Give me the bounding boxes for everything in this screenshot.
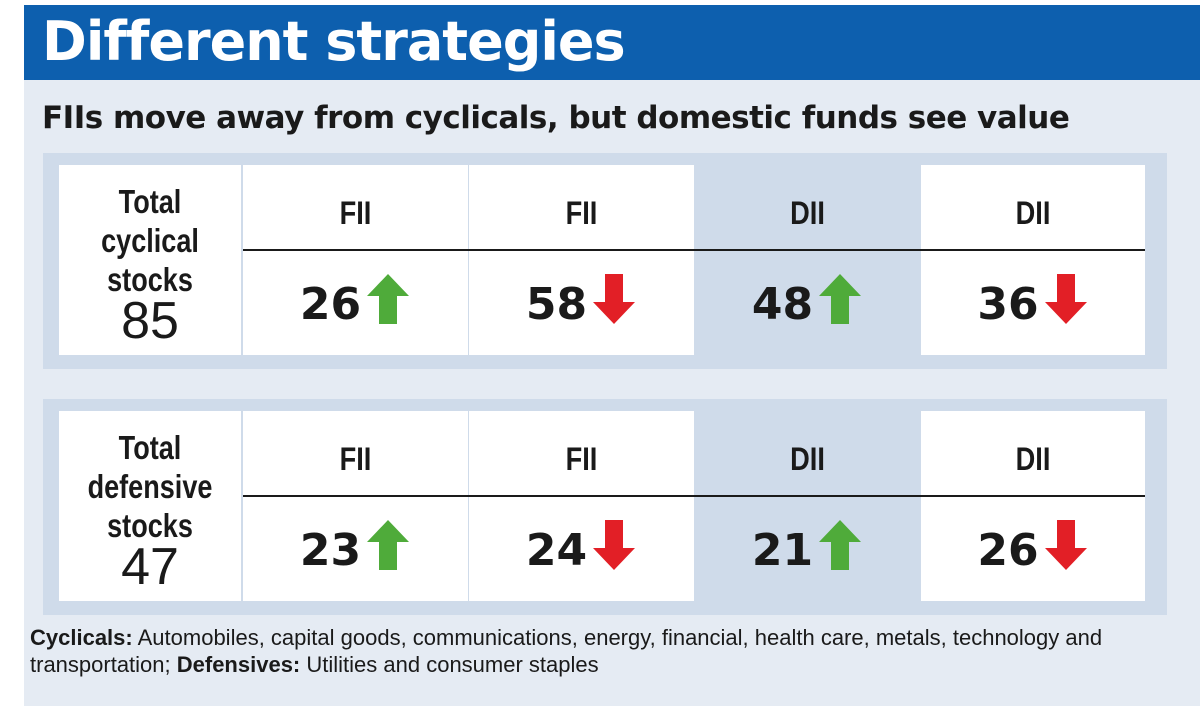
cyclical-value-cell: 58: [469, 253, 694, 355]
defensive-label-line: defensive: [87, 468, 213, 505]
cyclical-value-cell: 36: [921, 253, 1145, 355]
cyclical-value: 36: [977, 278, 1039, 330]
defensive-column-header: FII: [339, 441, 372, 477]
cyclical-column-header: DII: [1015, 195, 1051, 231]
defensive-value-cell: 24: [469, 499, 694, 601]
defensive-column-header: DII: [790, 441, 825, 477]
cyclical-label-line: cyclical: [101, 222, 199, 259]
chart-title: Different strategies: [42, 10, 626, 73]
defensive-value-cell: 23: [243, 499, 468, 601]
defensive-value: 23: [299, 524, 362, 576]
arrow-up-icon: [365, 272, 411, 337]
cyclical-value-cell: 48: [696, 253, 919, 355]
footnote: Cyclicals: Automobiles, capital goods, c…: [30, 624, 1190, 678]
cyclical-label-cell: [59, 165, 241, 355]
defensive-col-cell: [921, 411, 1145, 601]
defensive-total-value: 47: [121, 538, 179, 596]
defensive-col-cell: [696, 411, 919, 601]
cyclical-col-cell: [243, 165, 468, 355]
arrow-down-icon: [1043, 518, 1089, 583]
cyclical-column-header: FII: [339, 195, 372, 231]
cyclical-value: 26: [299, 278, 362, 330]
footnote-cyclicals-label: Cyclicals:: [30, 625, 133, 650]
defensive-value: 24: [525, 524, 588, 576]
arrow-up-icon: [365, 518, 411, 583]
defensive-value: 21: [751, 524, 814, 576]
cyclical-header-divider: [243, 249, 1145, 251]
arrow-down-icon: [591, 518, 637, 583]
cyclical-col-cell: [696, 165, 919, 355]
defensive-label-cell: [59, 411, 241, 601]
defensive-col-cell: [243, 411, 468, 601]
defensive-value: 26: [977, 524, 1039, 576]
chart-subtitle: FIIs move away from cyclicals, but domes…: [42, 100, 1070, 136]
title-banner: Different strategies: [24, 5, 1200, 80]
cyclical-value: 48: [751, 278, 814, 330]
defensive-value-cell: 21: [696, 499, 919, 601]
cyclical-column-header: DII: [790, 195, 825, 231]
footnote-defensives-text: Utilities and consumer staples: [300, 652, 599, 677]
cyclical-label-line: Total: [118, 183, 182, 220]
defensive-label-line: Total: [118, 429, 182, 466]
defensive-header-divider: [243, 495, 1145, 497]
arrow-up-icon: [817, 272, 863, 337]
footnote-cyclicals-text: Automobiles, capital goods, communicatio…: [30, 625, 1103, 677]
defensive-value-cell: 26: [921, 499, 1145, 601]
cyclical-col-cell: [921, 165, 1145, 355]
arrow-down-icon: [1043, 272, 1089, 337]
cyclical-value-cell: 26: [243, 253, 468, 355]
cyclical-value: 58: [525, 278, 588, 330]
defensive-col-cell: [469, 411, 694, 601]
cyclical-column-header: FII: [565, 195, 598, 231]
defensive-column-header: DII: [1015, 441, 1051, 477]
cyclical-col-cell: [469, 165, 694, 355]
defensive-label-line: stocks: [107, 507, 193, 544]
arrow-up-icon: [817, 518, 863, 583]
defensive-column-header: FII: [565, 441, 598, 477]
footnote-defensives-label: Defensives:: [176, 652, 301, 677]
cyclical-label-line: stocks: [107, 261, 193, 298]
arrow-down-icon: [591, 272, 637, 337]
cyclical-total-value: 85: [121, 292, 179, 350]
